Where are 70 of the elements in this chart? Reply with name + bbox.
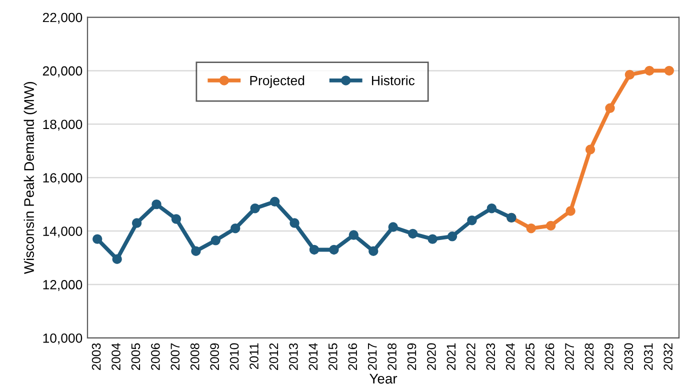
x-tick-label: 2027 xyxy=(565,343,574,370)
x-tick-label: 2003 xyxy=(92,343,101,370)
point xyxy=(467,215,477,226)
y-tick-label: 12,000 xyxy=(43,280,82,291)
x-tick-label: 2025 xyxy=(526,343,534,370)
point xyxy=(270,196,280,207)
x-tick-label: 2017 xyxy=(368,343,377,370)
point xyxy=(92,234,102,244)
point xyxy=(408,228,418,239)
x-tick-label: 2011 xyxy=(250,343,258,370)
x-tick-label: 2008 xyxy=(190,343,200,370)
x-tick-label: 2024 xyxy=(506,343,515,370)
y-tick-label: 20,000 xyxy=(42,66,82,78)
point xyxy=(250,203,260,214)
x-tick-label: 2010 xyxy=(230,343,239,370)
x-tick-label: 2005 xyxy=(131,343,140,370)
point xyxy=(112,254,122,264)
x-tick-label: 2026 xyxy=(545,343,554,370)
point xyxy=(388,222,398,232)
x-tick-label: 2006 xyxy=(151,343,160,370)
x-tick-label: 2018 xyxy=(388,343,396,370)
y-tick-label: 22,000 xyxy=(42,12,82,24)
y-tick-label: 16,000 xyxy=(43,173,82,184)
point xyxy=(566,206,576,216)
x-tick-label: 2023 xyxy=(486,343,496,370)
x-tick-label: 2021 xyxy=(446,343,456,370)
x-tick-label: 2014 xyxy=(308,343,318,370)
point xyxy=(546,220,556,231)
point xyxy=(664,66,674,76)
point xyxy=(210,236,221,246)
point xyxy=(644,66,654,76)
legend-label: Projected xyxy=(250,76,304,88)
point xyxy=(447,232,458,242)
x-tick-label: 2029 xyxy=(604,343,614,370)
point xyxy=(585,144,596,154)
y-tick-label: 18,000 xyxy=(43,120,82,131)
point xyxy=(368,246,378,256)
point xyxy=(230,224,240,234)
x-tick-label: 2020 xyxy=(427,343,436,370)
x-tick-label: 2004 xyxy=(112,343,120,370)
x-tick-label: 2028 xyxy=(584,343,594,370)
point xyxy=(171,214,182,224)
point xyxy=(526,224,536,234)
point xyxy=(624,70,635,80)
x-tick-label: 2009 xyxy=(210,343,220,370)
x-axis-title: Year xyxy=(370,374,398,384)
point xyxy=(132,218,142,228)
x-tick-label: 2022 xyxy=(466,343,476,370)
x-tick-label: 2012 xyxy=(269,343,278,370)
point xyxy=(348,230,359,240)
y-tick-label: 14,000 xyxy=(43,226,82,238)
point xyxy=(152,199,162,210)
point xyxy=(329,244,339,255)
legend-label: Historic xyxy=(372,76,415,86)
x-tick-label: 2013 xyxy=(289,343,298,370)
x-tick-label: 2007 xyxy=(170,343,180,370)
point xyxy=(486,203,497,214)
x-tick-label: 2030 xyxy=(624,343,634,370)
x-tick-label: 2015 xyxy=(328,343,338,370)
point xyxy=(605,103,615,113)
point xyxy=(309,244,320,255)
point xyxy=(428,234,438,244)
point xyxy=(290,218,300,228)
y-tick-label: 10,000 xyxy=(43,333,82,344)
point xyxy=(191,246,201,256)
x-tick-label: 2016 xyxy=(348,343,358,370)
x-tick-label: 2032 xyxy=(664,343,672,370)
x-tick-label: 2019 xyxy=(407,343,416,370)
x-tick-label: 2031 xyxy=(644,343,653,370)
y-axis-title: Wisconsin Peak Demand (MW) xyxy=(24,82,37,274)
